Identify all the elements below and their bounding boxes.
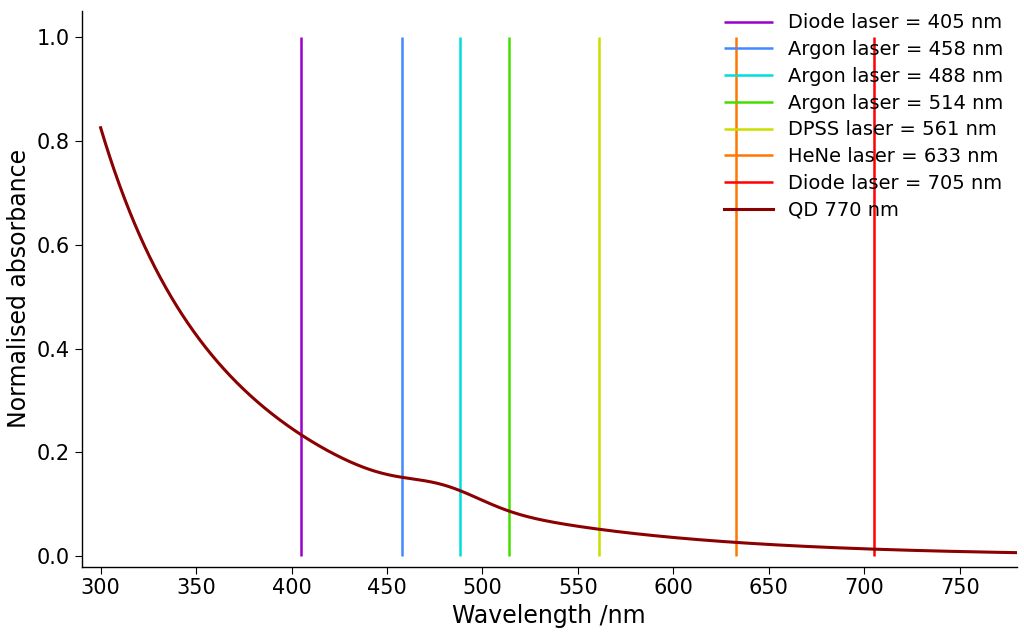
QD 770 nm (984, 549, 996, 556)
Y-axis label: Normalised absorbance: Normalised absorbance (7, 149, 31, 429)
QD 770 nm (984, 549, 996, 556)
QD 770 nm (141, 248, 154, 256)
X-axis label: Wavelength /nm: Wavelength /nm (453, 604, 646, 628)
QD 770 nm (816, 544, 828, 551)
QD 770 nm (94, 124, 106, 131)
QD 770 nm (516, 511, 528, 519)
QD 770 nm (1011, 549, 1023, 556)
Legend: Diode laser = 405 nm, Argon laser = 458 nm, Argon laser = 488 nm, Argon laser = : Diode laser = 405 nm, Argon laser = 458 … (716, 6, 1012, 227)
Line: QD 770 nm: QD 770 nm (100, 128, 1017, 552)
QD 770 nm (540, 517, 552, 525)
